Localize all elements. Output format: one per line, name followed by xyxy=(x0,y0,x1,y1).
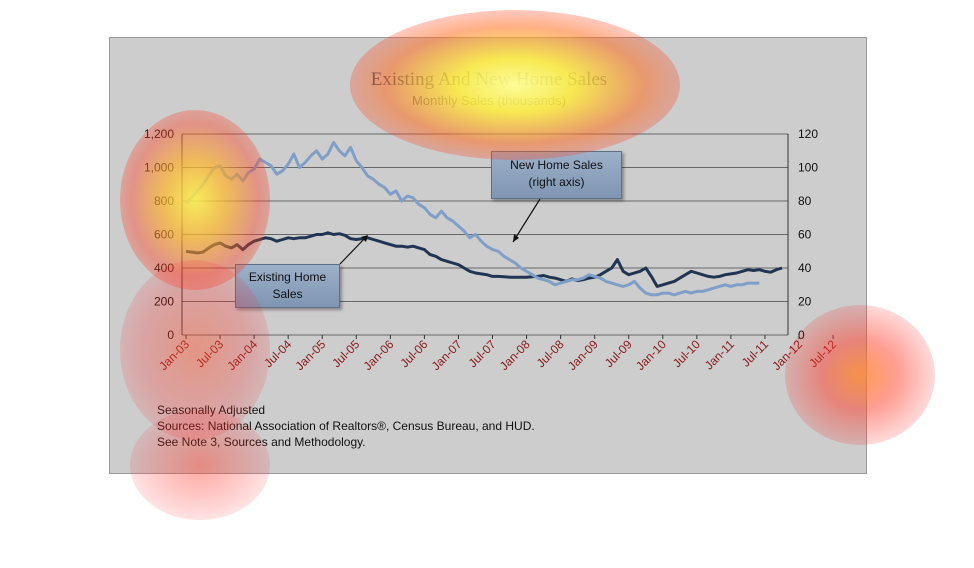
x-tick-label: Jan-08 xyxy=(497,337,533,373)
y-left-tick-label: 800 xyxy=(154,194,174,208)
x-tick-label: Jan-11 xyxy=(702,337,737,372)
y-right-tick-label: 40 xyxy=(798,261,812,275)
callout-new-home-sales: New Home Sales (right axis) xyxy=(491,151,622,199)
x-tick-label: Jul-03 xyxy=(193,337,226,370)
y-left-tick-label: 1,200 xyxy=(144,127,174,141)
chart-panel: Existing And New Home Sales Monthly Sale… xyxy=(109,37,867,474)
note-line-3: See Note 3, Sources and Methodology. xyxy=(157,435,366,449)
x-tick-label: Jan-09 xyxy=(565,337,601,373)
callout-existing-home-sales: Existing Home Sales xyxy=(235,264,340,308)
callout-existing-home-line2: Sales xyxy=(272,287,303,301)
chart-notes: Seasonally Adjusted Sources: National As… xyxy=(157,402,535,450)
y-right-tick-label: 100 xyxy=(798,161,818,175)
y-left-tick-label: 1,000 xyxy=(144,161,174,175)
y-left-tick-label: 0 xyxy=(167,328,174,342)
x-tick-label: Jan-07 xyxy=(429,337,465,373)
y-right-tick-label: 80 xyxy=(798,194,812,208)
x-tick-label: Jul-07 xyxy=(466,337,499,370)
y-left-tick-label: 200 xyxy=(154,295,174,309)
x-tick-label: Jul-10 xyxy=(670,337,703,370)
callout-existing-home-line1: Existing Home xyxy=(248,270,327,284)
callout-arrow-new-home xyxy=(512,198,541,243)
x-tick-label: Jul-09 xyxy=(602,337,635,370)
callout-new-home-line1: New Home Sales xyxy=(510,158,603,172)
x-tick-label: Jan-12 xyxy=(769,337,805,373)
callout-arrow-existing-home xyxy=(339,235,368,265)
y-left-tick-label: 400 xyxy=(154,261,174,275)
x-tick-label: Jul-12 xyxy=(806,337,839,370)
x-tick-label: Jul-05 xyxy=(329,337,362,370)
x-tick-label: Jul-08 xyxy=(534,337,567,370)
note-line-1: Seasonally Adjusted xyxy=(157,403,266,417)
x-tick-label: Jan-04 xyxy=(224,337,260,373)
callout-arrowhead-new-home xyxy=(513,234,519,242)
y-right-tick-label: 120 xyxy=(798,127,818,141)
callout-arrowhead-existing-home xyxy=(361,235,368,242)
series-line-new-home-sales xyxy=(185,140,760,297)
x-tick-label: Jan-06 xyxy=(361,337,397,373)
series-line-existing-home-sales xyxy=(185,231,783,288)
callout-new-home-line2: (right axis) xyxy=(528,175,585,189)
x-tick-label: Jul-04 xyxy=(261,337,294,370)
x-tick-label: Jan-05 xyxy=(292,337,328,373)
y-left-tick-label: 600 xyxy=(154,228,174,242)
y-right-tick-label: 60 xyxy=(798,228,812,242)
x-tick-label: Jan-03 xyxy=(156,337,192,373)
x-tick-label: Jul-06 xyxy=(398,337,431,370)
x-tick-label: Jan-10 xyxy=(633,337,669,373)
note-line-2: Sources: National Association of Realtor… xyxy=(157,419,535,433)
y-right-tick-label: 20 xyxy=(798,295,812,309)
x-tick-label: Jul-11 xyxy=(739,337,772,370)
